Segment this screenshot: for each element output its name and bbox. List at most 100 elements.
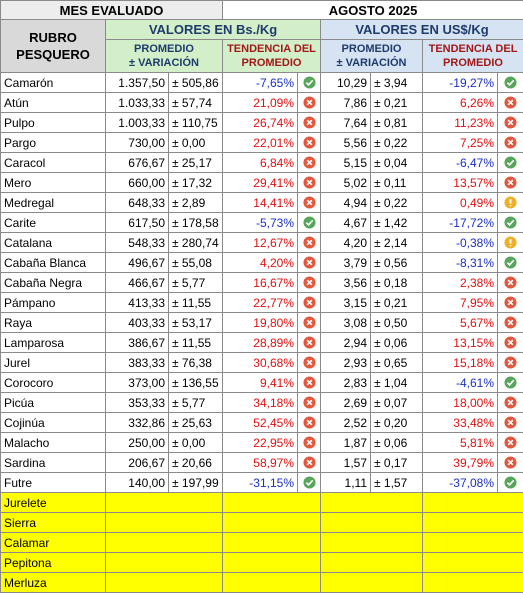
icon-circle [302,216,316,229]
rubro-name: Merluza [0,572,106,593]
usd-variacion: ± 3,94 [370,72,423,93]
bs-variacion: ± 53,17 [168,312,223,333]
icon-cross [306,239,312,246]
bs-promedio: 140,00 [105,472,169,493]
bs-variacion: ± 0,00 [168,132,223,153]
bs-variacion: ± 197,99 [168,472,223,493]
status-icon [302,396,316,409]
status-icon [504,476,517,489]
empty-cell [105,532,223,553]
usd-status [496,232,523,253]
status-icon [504,136,517,149]
empty-cell [222,572,321,593]
bs-promedio: 206,67 [105,452,169,473]
status-icon [504,216,517,229]
rubro-name: Sardina [0,452,106,473]
icon-circle [504,256,517,269]
icon-cross [507,459,514,466]
status-icon [504,236,517,249]
bs-tendencia: -5,73% [222,212,298,233]
usd-tendencia: -37,08% [422,472,498,493]
tendencia-header: TENDENCIA DEL PROMEDIO [421,39,523,73]
usd-promedio: 1,57 [320,452,371,473]
bs-tendencia: 22,95% [222,432,298,453]
status-icon [504,456,517,469]
icon-circle [302,476,316,489]
icon-check [506,379,515,387]
bs-variacion: ± 136,55 [168,372,223,393]
usd-promedio: 1,87 [320,432,371,453]
bs-tendencia: 52,45% [222,412,298,433]
icon-cross [306,379,312,386]
status-icon [302,236,316,249]
empty-cell [320,512,423,533]
bs-status [297,232,321,253]
icon-cross [306,299,312,306]
month-label: MES EVALUADO [0,0,223,20]
usd-status [496,72,523,93]
status-icon [504,196,517,209]
bs-tendencia: 19,80% [222,312,298,333]
bs-promedio: 1.033,33 [105,92,169,113]
status-icon [504,416,517,429]
header-line: RUBRO [29,30,77,45]
bs-variacion: ± 20,66 [168,452,223,473]
usd-tendencia: -8,31% [422,252,498,273]
usd-status [496,292,523,313]
usd-status [496,352,523,373]
usd-variacion: ± 1,42 [370,212,423,233]
usd-promedio: 1,11 [320,472,371,493]
rubro-name: Atún [0,92,106,113]
icon-cross [507,179,514,186]
bs-status [297,392,321,413]
usd-tendencia: 15,18% [422,352,498,373]
usd-tendencia: 0,49% [422,192,498,213]
promedio-header: PROMEDIO ± VARIACIÓN [320,39,423,73]
data-row: Camarón 1.357,50 ± 505,86 -7,65% 10,29 ± 3,94… [0,72,523,93]
header-line: ± VARIACIÓN [336,57,407,69]
bs-status [297,152,321,173]
usd-status [496,192,523,213]
icon-cross [507,419,514,426]
bs-promedio: 250,00 [105,432,169,453]
bs-promedio: 413,33 [105,292,169,313]
bs-tendencia: 14,41% [222,192,298,213]
usd-tendencia: -17,72% [422,212,498,233]
header-line: TENDENCIA DEL [428,43,518,55]
usd-status [496,432,523,453]
data-row: Pulpo 1.003,33 ± 110,75 26,74% 7,64 ± 0,81 11,… [0,112,523,133]
icon-circle [504,376,517,389]
usd-tendencia: -19,27% [422,72,498,93]
usd-status [496,252,523,273]
status-icon [302,296,316,309]
bs-variacion: ± 25,63 [168,412,223,433]
data-row: Mero 660,00 ± 17,32 29,41% 5,02 ± 0,11 13,57% [0,172,523,193]
usd-variacion: ± 0,22 [370,132,423,153]
data-row: Sardina 206,67 ± 20,66 58,97% 1,57 ± 0,17 39,7… [0,452,523,473]
empty-cell [105,512,223,533]
icon-cross [507,279,514,286]
usd-tendencia: 5,67% [422,312,498,333]
data-row: Picúa 353,33 ± 5,77 34,18% 2,69 ± 0,07 18,00% [0,392,523,413]
bs-status [297,312,321,333]
usd-promedio: 10,29 [320,72,371,93]
data-row: Pargo 730,00 ± 0,00 22,01% 5,56 ± 0,22 7,25% [0,132,523,153]
header-row: MES EVALUADO AGOSTO 2025 [0,0,523,20]
icon-cross [507,319,514,326]
data-row: Caracol 676,67 ± 25,17 6,84% 5,15 ± 0,04 -6,47… [0,152,523,173]
usd-variacion: ± 0,04 [370,152,423,173]
usd-variacion: ± 0,06 [370,432,423,453]
status-icon [504,376,517,389]
status-icon [302,476,316,489]
data-row: Futre 140,00 ± 197,99 -31,15% 1,11 ± 1,57 -37,… [0,472,523,493]
usd-tendencia: -4,61% [422,372,498,393]
bs-status [297,472,321,493]
empty-row: Sierra [0,512,523,533]
bs-variacion: ± 57,74 [168,92,223,113]
usd-variacion: ± 0,50 [370,312,423,333]
bs-variacion: ± 0,00 [168,432,223,453]
empty-cell [421,572,523,593]
usd-status [496,392,523,413]
